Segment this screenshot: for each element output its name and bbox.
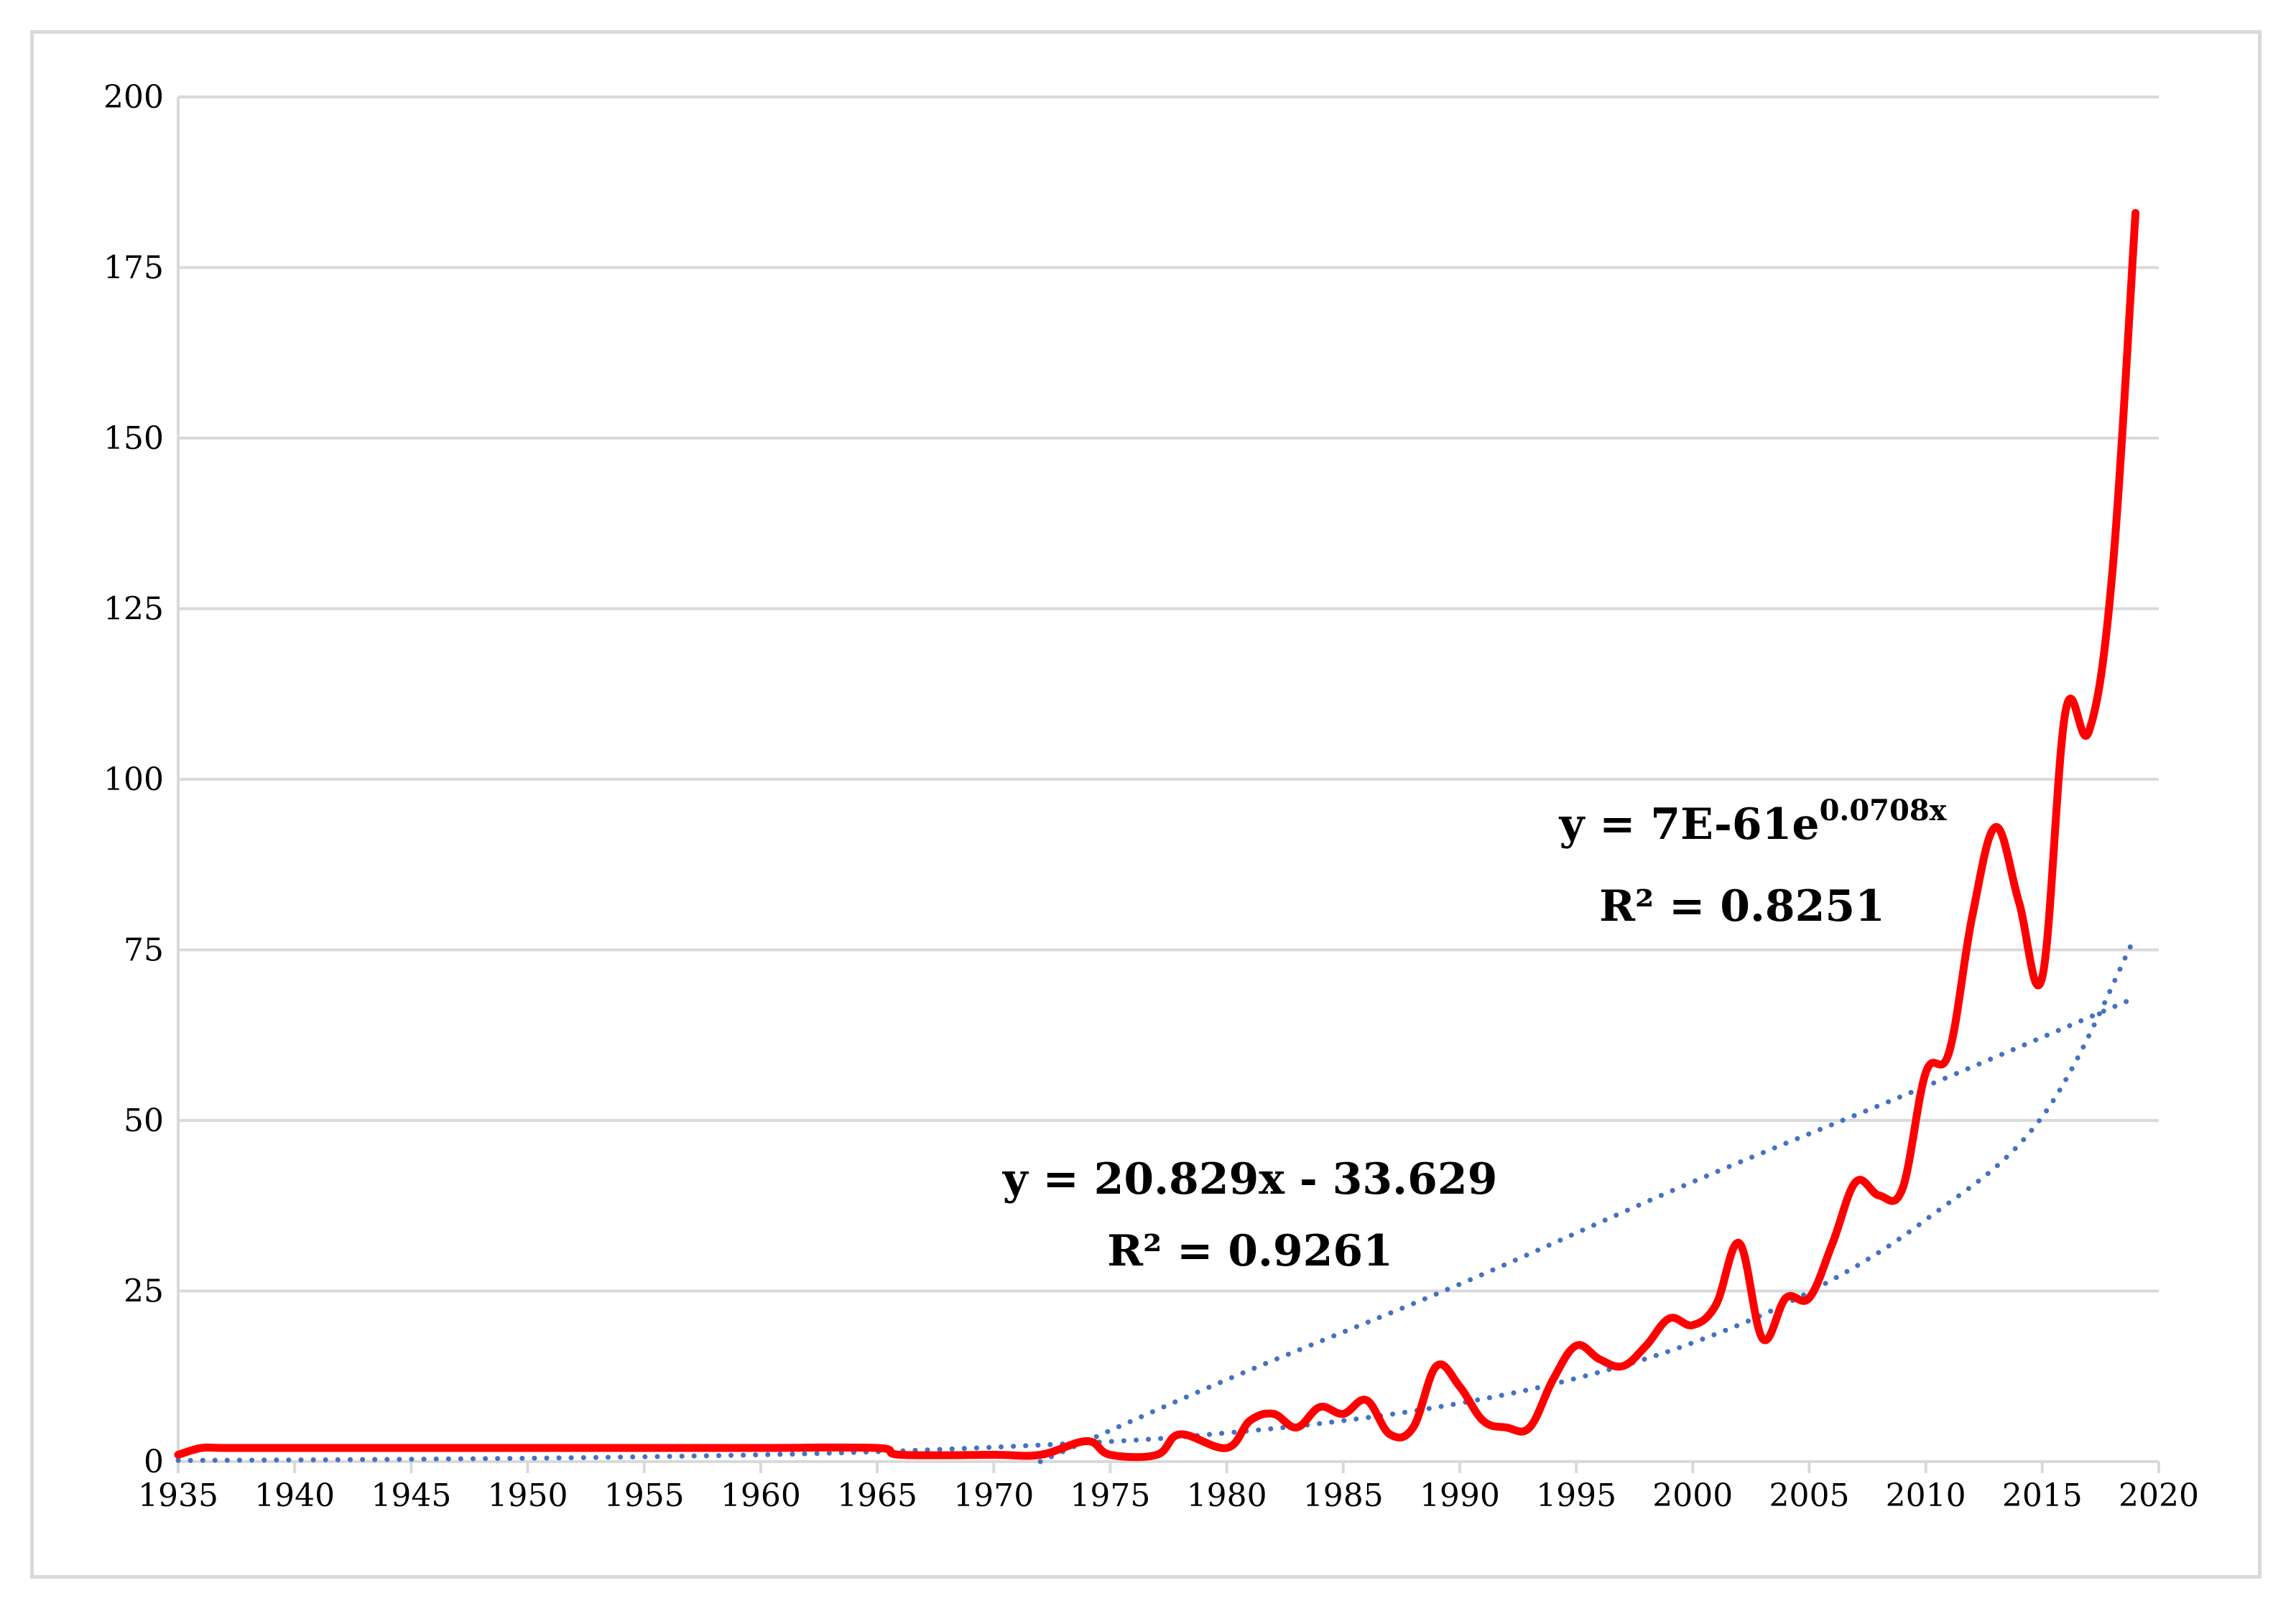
x-tick-label: 1940 — [254, 1477, 335, 1514]
x-tick-label: 1955 — [604, 1477, 685, 1514]
x-tick-label: 2005 — [1769, 1477, 1849, 1514]
y-tick-label: 150 — [103, 420, 164, 457]
y-tick-labels: 0 25 50 75 100 125 150 175 200 — [103, 79, 164, 1480]
exp-equation-label: y = 7E-61e0.0708x — [1558, 794, 1947, 850]
x-tick-labels: 1935 1940 1945 1950 1955 1960 1965 1970 1975 1980… — [138, 1477, 2199, 1514]
x-tick-label: 1980 — [1187, 1477, 1267, 1514]
x-tick-label: 2015 — [2002, 1477, 2083, 1514]
x-tick-label: 1945 — [371, 1477, 451, 1514]
y-tick-label: 125 — [103, 591, 164, 628]
x-tick-label: 1935 — [138, 1477, 218, 1514]
y-tick-label: 175 — [103, 250, 164, 287]
linear-equation-label: y = 20.829x - 33.629 — [1002, 1154, 1498, 1204]
gridlines — [178, 96, 2159, 1293]
x-tick-label: 1965 — [837, 1477, 917, 1514]
chart-frame — [30, 30, 2262, 1579]
series — [174, 209, 2140, 1464]
y-tick-label: 25 — [124, 1273, 164, 1310]
y-tick-label: 200 — [103, 79, 164, 116]
y-tick-label: 0 — [144, 1444, 164, 1480]
exp-r2-label: R² = 0.8251 — [1599, 881, 1885, 932]
data-series-line — [174, 209, 2140, 1462]
y-tick-label: 75 — [124, 932, 164, 969]
linear-r2-label: R² = 0.9261 — [1107, 1226, 1393, 1276]
exponential-trendline — [175, 934, 2139, 1463]
x-tick-label: 1950 — [488, 1477, 568, 1514]
x-tick-label: 1995 — [1536, 1477, 1616, 1514]
linear-trendline — [1037, 995, 2139, 1464]
x-tick-label: 1970 — [953, 1477, 1034, 1514]
y-tick-label: 50 — [124, 1102, 164, 1139]
x-tick-label: 2020 — [2119, 1477, 2199, 1514]
x-tick-label: 1975 — [1070, 1477, 1150, 1514]
y-tick-label: 100 — [103, 761, 164, 798]
x-tick-label: 2000 — [1652, 1477, 1733, 1514]
x-tick-label: 1985 — [1303, 1477, 1384, 1514]
x-tick-label: 2010 — [1886, 1477, 1966, 1514]
x-tick-label: 1990 — [1420, 1477, 1500, 1514]
axes — [177, 97, 2160, 1473]
x-tick-label: 1960 — [721, 1477, 801, 1514]
